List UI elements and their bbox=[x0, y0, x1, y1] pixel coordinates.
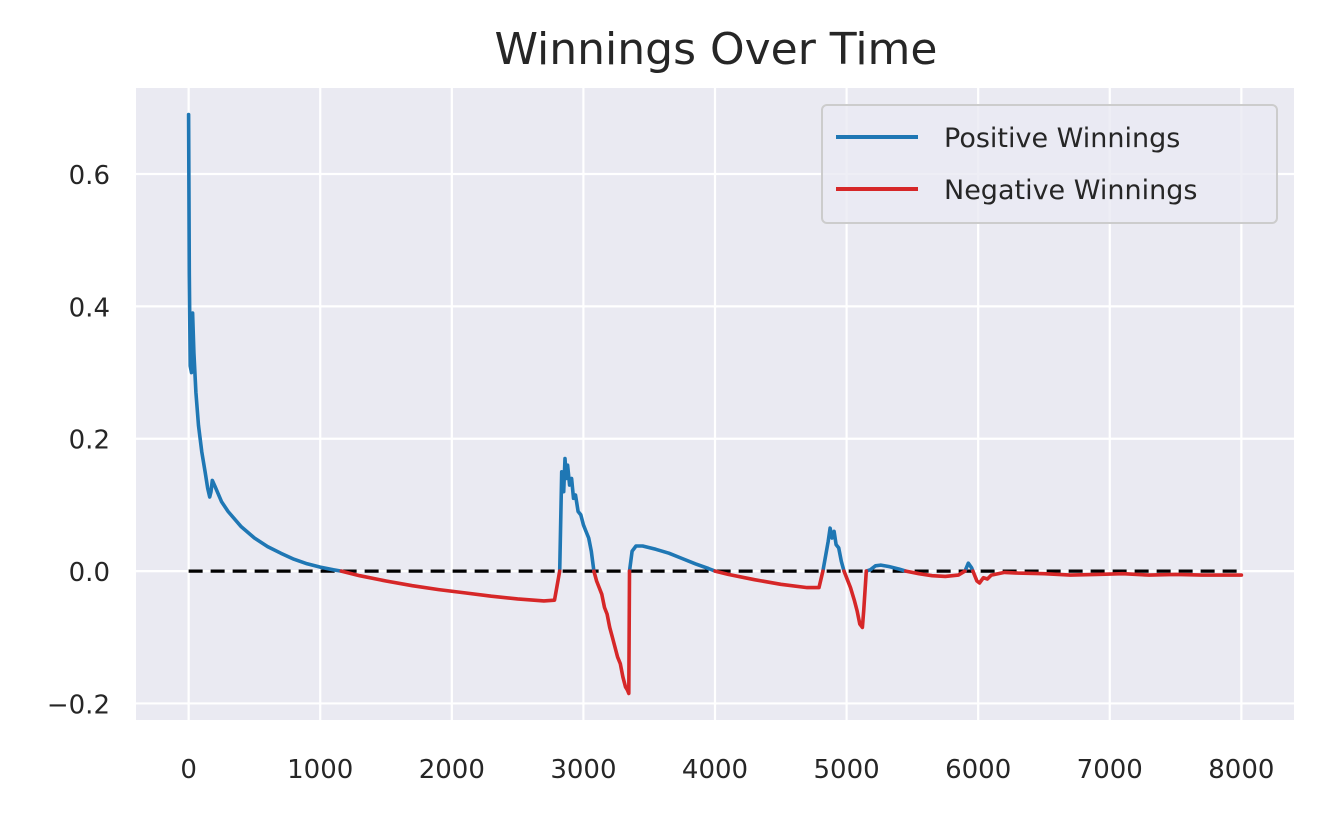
x-tick-labels: 0 1000 2000 3000 4000 5000 6000 7000 8000 bbox=[180, 755, 1274, 785]
x-tick-label-4: 4000 bbox=[682, 755, 748, 785]
x-tick-label-5: 5000 bbox=[814, 755, 880, 785]
x-tick-label-2: 2000 bbox=[419, 755, 485, 785]
y-tick-labels: −0.2 0.0 0.2 0.4 0.6 bbox=[47, 161, 110, 720]
x-tick-label-0: 0 bbox=[180, 755, 197, 785]
legend-box bbox=[821, 104, 1278, 224]
series-1-segment-1 bbox=[592, 569, 632, 696]
legend: Positive Winnings Negative Winnings bbox=[821, 104, 1278, 224]
y-tick-label-1: 0.0 bbox=[69, 558, 110, 588]
series-0-segment-4 bbox=[864, 563, 908, 573]
series-0-segment-0 bbox=[186, 112, 344, 573]
series-0-segment-2 bbox=[627, 544, 717, 573]
x-tick-label-7: 7000 bbox=[1077, 755, 1143, 785]
y-tick-label-4: 0.6 bbox=[69, 161, 110, 191]
y-tick-label-2: 0.2 bbox=[69, 426, 110, 456]
x-tick-label-8: 8000 bbox=[1208, 755, 1274, 785]
series-0-segment-3 bbox=[821, 526, 846, 573]
series-1-segment-4 bbox=[904, 569, 967, 579]
y-tick-label-3: 0.4 bbox=[69, 293, 110, 323]
x-tick-label-1: 1000 bbox=[287, 755, 353, 785]
legend-label-positive: Positive Winnings bbox=[944, 123, 1180, 154]
series-0-segment-1 bbox=[557, 456, 596, 573]
series-1-segment-0 bbox=[339, 569, 562, 603]
legend-label-negative: Negative Winnings bbox=[944, 175, 1197, 206]
x-tick-label-6: 6000 bbox=[945, 755, 1011, 785]
chart-title: Winnings Over Time bbox=[495, 24, 938, 75]
y-tick-label-0: −0.2 bbox=[47, 690, 110, 720]
series-1-segment-5 bbox=[971, 569, 1244, 585]
x-tick-label-3: 3000 bbox=[550, 755, 616, 785]
series-1-segment-3 bbox=[842, 569, 869, 630]
series-1-segment-2 bbox=[713, 569, 825, 590]
series-layer bbox=[186, 112, 1244, 696]
series-negative bbox=[339, 569, 1244, 696]
